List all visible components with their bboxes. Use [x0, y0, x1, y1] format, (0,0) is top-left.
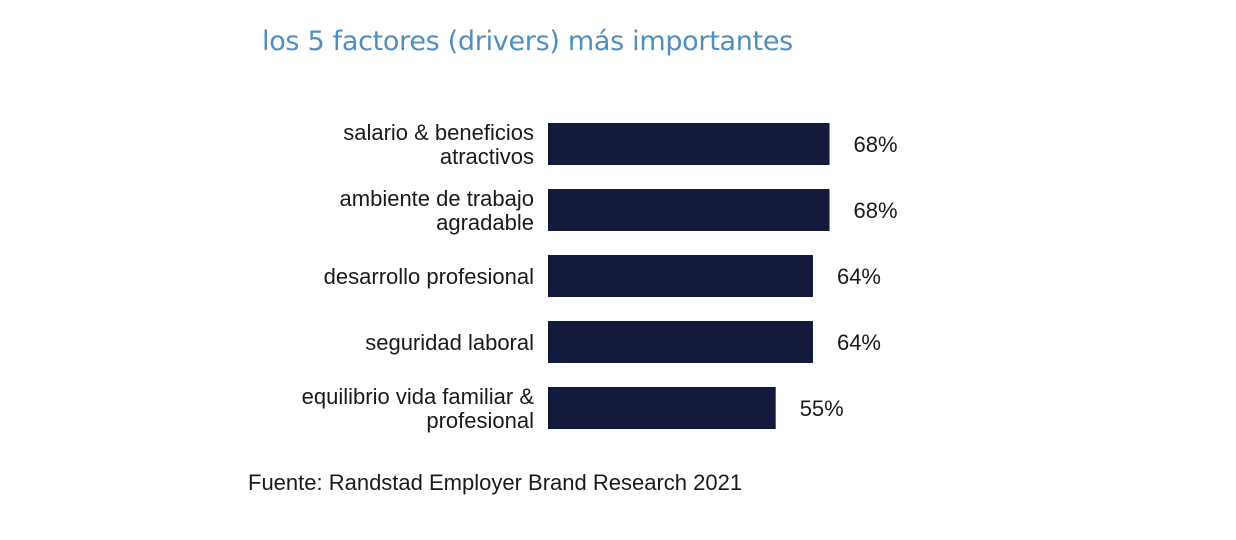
chart-title: los 5 factores (drivers) más importantes	[262, 26, 793, 57]
category-label-3-line-1: desarrollo profesional	[324, 264, 534, 289]
category-label-5-line-1: equilibrio vida familiar &	[302, 384, 535, 409]
bar-1	[548, 123, 830, 165]
category-label-5-line-2: profesional	[426, 408, 534, 433]
value-label-2: 68%	[854, 198, 898, 223]
value-label-3: 64%	[837, 264, 881, 289]
category-label-1-line-1: salario & beneficios	[343, 120, 534, 145]
value-label-5: 55%	[800, 396, 844, 421]
category-label-1-line-2: atractivos	[440, 144, 534, 169]
bar-4	[548, 321, 813, 363]
bar-3	[548, 255, 813, 297]
category-label-2-line-2: agradable	[436, 210, 534, 235]
value-label-4: 64%	[837, 330, 881, 355]
value-label-1: 68%	[854, 132, 898, 157]
category-label-2-line-1: ambiente de trabajo	[340, 186, 534, 211]
bar-2	[548, 189, 830, 231]
bar-5	[548, 387, 776, 429]
category-label-4-line-1: seguridad laboral	[365, 330, 534, 355]
source-note: Fuente: Randstad Employer Brand Research…	[248, 470, 743, 495]
